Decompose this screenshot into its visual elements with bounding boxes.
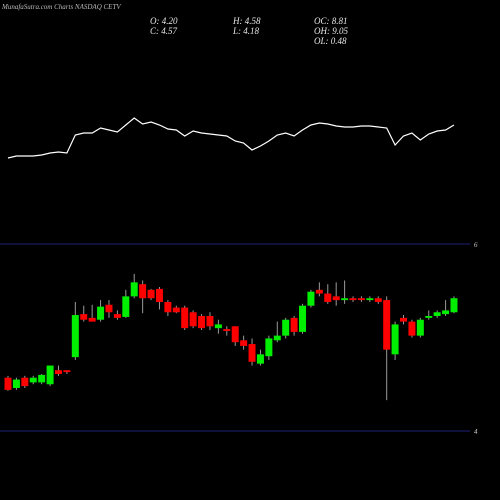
candle-body [442,310,450,315]
candle-body [181,307,189,329]
candle-body [113,314,121,318]
candle-body [105,304,113,313]
candle-body [357,298,365,301]
candle-body [206,315,214,327]
chart-title: MunafaSutra.com Charts NASDAQ CETV [1,3,121,11]
candle-body [433,312,441,316]
candle-body [97,306,105,320]
candle-body [46,365,54,385]
candle-body [332,296,340,301]
candle-body [172,307,180,313]
y-tick-label: 6 [474,241,478,249]
candle-body [307,291,315,306]
candle-body [374,298,382,302]
candle-body [256,354,264,364]
stat-label: OH: 9.05 [314,26,348,36]
candle-body [139,284,147,299]
candle-body [4,377,12,390]
stat-label: OL: 0.48 [314,36,347,46]
candle-body [240,340,248,346]
candle-body [12,379,20,388]
candle-body [54,370,62,374]
stat-label: H: 4.58 [232,16,261,26]
candle-body [63,370,71,373]
candle-body [88,317,96,322]
candle-body [80,314,88,320]
candle-body [315,289,323,294]
candle-body [214,324,222,329]
candle-body [29,377,37,383]
candle-body [130,282,138,297]
candle-body [349,298,357,301]
candle-body [223,329,231,331]
indicator-line [7,117,455,159]
stat-label: O: 4.20 [150,16,178,26]
candle-body [290,317,298,332]
candle-body [383,300,391,350]
candle-body [198,315,206,329]
candle-body [155,288,163,302]
candle-body [408,321,416,336]
candle-body [341,298,349,301]
candle-body [273,335,281,341]
candle-body [299,305,307,332]
candle-body [425,315,433,318]
candle-body [38,374,46,383]
candle-body [189,312,197,327]
candle-body [147,289,155,299]
candle-body [366,298,374,301]
candle-body [21,377,29,387]
candle-body [248,344,256,362]
stat-label: C: 4.57 [150,26,178,36]
candle-body [400,317,408,322]
stat-label: L: 4.18 [232,26,260,36]
candle-body [324,293,332,302]
candle-body [265,338,273,357]
candle-body [231,326,239,343]
candle-body [282,319,290,336]
stat-label: OC: 8.81 [314,16,348,26]
candle-body [164,301,172,313]
y-tick-label: 4 [474,428,478,436]
candle-body [71,315,79,358]
candle-body [416,319,424,336]
candle-body [122,296,130,317]
candle-body [391,324,399,355]
candle-body [450,298,458,313]
